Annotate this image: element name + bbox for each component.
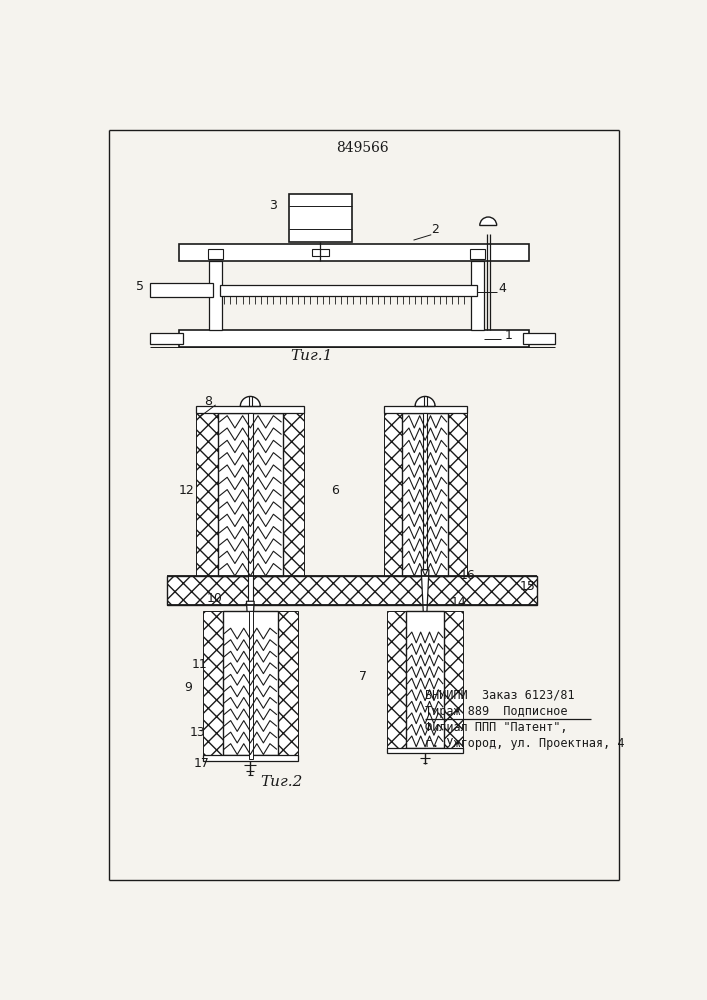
Text: 4: 4 [498, 282, 506, 295]
Bar [383, 413, 402, 576]
Bar [179, 244, 529, 261]
Text: Тираж 889  Подписное: Тираж 889 Подписное [425, 705, 568, 718]
Text: 16: 16 [460, 569, 475, 582]
Text: г. Ужгород, ул. Проектная, 4: г. Ужгород, ул. Проектная, 4 [425, 737, 624, 750]
Bar [448, 413, 467, 576]
Text: 15: 15 [520, 580, 535, 593]
Text: 7: 7 [359, 670, 368, 683]
Wedge shape [415, 396, 435, 406]
Bar [150, 333, 182, 344]
Bar [150, 283, 214, 297]
Text: 13: 13 [190, 726, 206, 739]
Bar [383, 406, 467, 413]
Bar [219, 285, 477, 296]
Bar [249, 611, 252, 759]
Bar [223, 611, 278, 755]
Bar [248, 413, 253, 609]
Bar [423, 413, 428, 580]
Bar [523, 333, 555, 344]
Polygon shape [421, 570, 429, 626]
Text: 10: 10 [207, 592, 223, 605]
Bar [278, 611, 298, 755]
Text: Τиг.1: Τиг.1 [291, 349, 333, 363]
Wedge shape [480, 217, 497, 225]
Bar [203, 755, 298, 761]
Bar [203, 611, 223, 755]
Text: 2: 2 [431, 223, 439, 236]
Bar [179, 330, 529, 347]
Text: 17: 17 [194, 757, 210, 770]
Polygon shape [247, 601, 254, 647]
Bar [469, 249, 485, 259]
Bar [472, 261, 484, 330]
Text: 6: 6 [331, 484, 339, 497]
Bar [444, 611, 463, 748]
Bar [387, 748, 463, 753]
Bar [387, 611, 406, 748]
Text: ВНИИПИ  Заказ 6123/81: ВНИИПИ Заказ 6123/81 [425, 689, 575, 702]
Bar [197, 413, 218, 576]
Bar [218, 413, 283, 576]
Text: Τиг.2: Τиг.2 [260, 775, 303, 789]
Text: 3: 3 [269, 199, 277, 212]
Text: 8: 8 [204, 395, 212, 408]
Bar [167, 576, 537, 605]
Text: 12: 12 [178, 484, 194, 497]
Bar [208, 249, 223, 259]
Bar [209, 261, 222, 330]
Bar [288, 194, 352, 242]
Text: 11: 11 [192, 658, 207, 671]
Bar [406, 611, 444, 748]
Text: 9: 9 [184, 681, 192, 694]
Text: 1: 1 [504, 329, 513, 342]
Text: 849566: 849566 [336, 141, 388, 155]
Text: 5: 5 [136, 280, 144, 293]
Text: Филиал ППП "Патент",: Филиал ППП "Патент", [425, 721, 568, 734]
Bar [402, 413, 448, 576]
Bar [283, 413, 304, 576]
Bar [197, 406, 304, 413]
Wedge shape [240, 396, 260, 406]
Bar [312, 249, 329, 256]
Text: 14: 14 [450, 596, 466, 609]
